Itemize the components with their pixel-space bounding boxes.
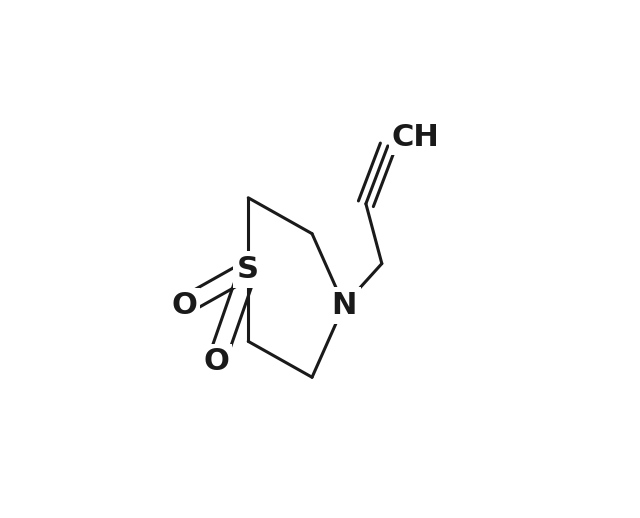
Text: S: S bbox=[237, 255, 259, 284]
Text: O: O bbox=[204, 347, 229, 376]
Text: CH: CH bbox=[392, 123, 440, 152]
Text: N: N bbox=[332, 291, 356, 320]
Text: O: O bbox=[172, 291, 197, 320]
